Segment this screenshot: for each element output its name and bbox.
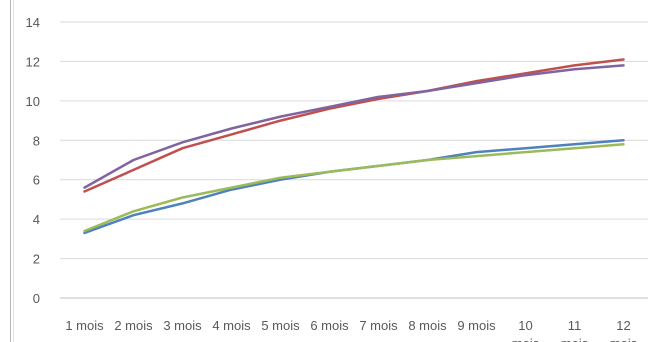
x-tick-label: 3 mois [163,318,202,333]
x-tick-label: mois [561,336,589,342]
x-tick-label: 11 [568,318,582,333]
x-tick-label: 6 mois [310,318,349,333]
series-line-4 [83,142,625,233]
y-tick-label: 8 [33,133,40,148]
x-tick-label: mois [610,336,638,342]
x-tick-label: 8 mois [408,318,447,333]
left-border-inner [13,0,14,342]
y-tick-label: 6 [33,173,40,188]
x-tick-label: 7 mois [359,318,398,333]
y-tick-label: 12 [26,54,40,69]
y-axis: 0 2 4 6 8 10 12 14 [26,15,40,306]
y-tick-label: 2 [33,252,40,267]
y-tick-label: 14 [26,15,40,30]
x-tick-label: 1 mois [65,318,104,333]
series-line-2 [83,64,625,189]
series-line-1 [83,58,625,193]
x-tick-label: 12 [616,318,630,333]
y-tick-label: 0 [33,291,40,306]
x-tick-label: 2 mois [114,318,153,333]
y-tick-label: 10 [26,94,40,109]
x-tick-label: 9 mois [457,318,496,333]
y-tick-label: 4 [33,212,40,227]
x-tick-label: mois [512,336,540,342]
x-tick-label: 4 mois [212,318,251,333]
x-tick-label: 5 mois [261,318,300,333]
left-border [10,0,11,342]
gridlines [60,21,648,299]
x-axis: 1 mois 2 mois 3 mois 4 mois 5 mois 6 mois 7 mo… [65,318,637,342]
x-tick-label: 10 [518,318,532,333]
series-lines [83,58,625,235]
